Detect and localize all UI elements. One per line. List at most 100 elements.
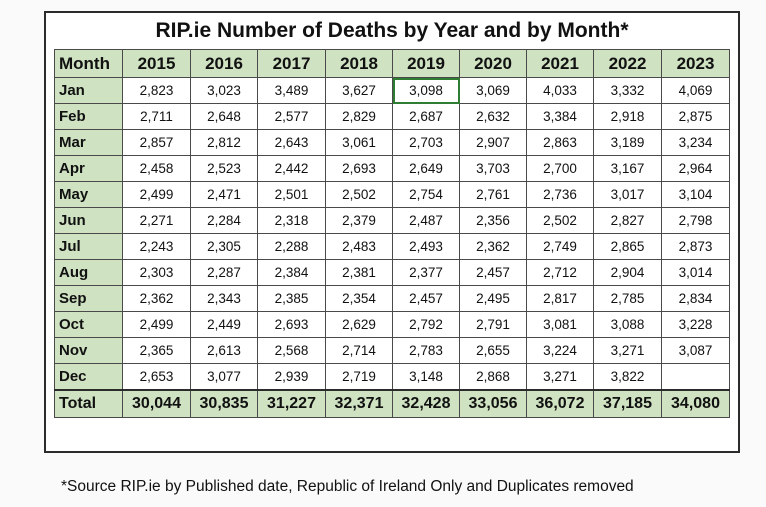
table-cell[interactable]: 2,523 xyxy=(190,155,258,182)
table-cell[interactable]: 2,271 xyxy=(122,207,191,234)
table-cell[interactable]: 2,939 xyxy=(257,363,326,391)
table-cell[interactable]: 3,069 xyxy=(459,77,527,104)
table-cell[interactable]: 2,711 xyxy=(122,103,191,130)
total-cell[interactable]: 32,371 xyxy=(325,389,393,418)
table-cell[interactable]: 2,783 xyxy=(392,337,460,364)
table-cell[interactable]: 4,069 xyxy=(661,77,730,104)
table-cell[interactable]: 2,499 xyxy=(122,181,191,208)
table-cell[interactable] xyxy=(661,363,730,391)
table-cell[interactable]: 3,077 xyxy=(190,363,258,391)
table-cell[interactable]: 3,023 xyxy=(190,77,258,104)
table-cell[interactable]: 2,305 xyxy=(190,233,258,260)
table-cell[interactable]: 2,287 xyxy=(190,259,258,286)
table-cell[interactable]: 2,449 xyxy=(190,311,258,338)
table-cell[interactable]: 3,167 xyxy=(593,155,662,182)
table-cell[interactable]: 3,088 xyxy=(593,311,662,338)
table-cell[interactable]: 2,318 xyxy=(257,207,326,234)
table-cell[interactable]: 2,875 xyxy=(661,103,730,130)
table-cell[interactable]: 2,381 xyxy=(325,259,393,286)
table-cell[interactable]: 2,356 xyxy=(459,207,527,234)
total-cell[interactable]: 37,185 xyxy=(593,389,662,418)
table-cell[interactable]: 2,495 xyxy=(459,285,527,312)
total-cell[interactable]: 34,080 xyxy=(661,389,730,418)
table-cell[interactable]: 3,627 xyxy=(325,77,393,104)
table-cell[interactable]: 2,868 xyxy=(459,363,527,391)
total-cell[interactable]: 36,072 xyxy=(526,389,594,418)
table-cell[interactable]: 2,712 xyxy=(526,259,594,286)
table-cell[interactable]: 2,700 xyxy=(526,155,594,182)
table-cell[interactable]: 3,061 xyxy=(325,129,393,156)
total-cell[interactable]: 30,835 xyxy=(190,389,258,418)
table-cell[interactable]: 2,362 xyxy=(122,285,191,312)
table-cell[interactable]: 2,687 xyxy=(392,103,460,130)
table-cell[interactable]: 2,384 xyxy=(257,259,326,286)
table-cell[interactable]: 3,224 xyxy=(526,337,594,364)
table-cell[interactable]: 2,873 xyxy=(661,233,730,260)
table-cell[interactable]: 3,148 xyxy=(392,363,460,391)
table-cell[interactable]: 3,228 xyxy=(661,311,730,338)
table-cell[interactable]: 2,502 xyxy=(526,207,594,234)
table-cell[interactable]: 2,907 xyxy=(459,129,527,156)
table-cell[interactable]: 2,499 xyxy=(122,311,191,338)
table-cell[interactable]: 2,632 xyxy=(459,103,527,130)
table-cell[interactable]: 3,087 xyxy=(661,337,730,364)
table-cell[interactable]: 3,271 xyxy=(526,363,594,391)
table-cell[interactable]: 2,823 xyxy=(122,77,191,104)
table-cell[interactable]: 2,365 xyxy=(122,337,191,364)
table-cell[interactable]: 2,385 xyxy=(257,285,326,312)
table-cell[interactable]: 2,613 xyxy=(190,337,258,364)
table-cell[interactable]: 2,857 xyxy=(122,129,191,156)
table-cell[interactable]: 2,812 xyxy=(190,129,258,156)
table-cell[interactable]: 2,442 xyxy=(257,155,326,182)
table-cell[interactable]: 2,834 xyxy=(661,285,730,312)
table-cell[interactable]: 3,822 xyxy=(593,363,662,391)
table-cell[interactable]: 2,288 xyxy=(257,233,326,260)
table-cell[interactable]: 2,362 xyxy=(459,233,527,260)
table-cell[interactable]: 2,749 xyxy=(526,233,594,260)
table-cell[interactable]: 2,649 xyxy=(392,155,460,182)
table-cell[interactable]: 2,377 xyxy=(392,259,460,286)
table-cell[interactable]: 2,284 xyxy=(190,207,258,234)
table-cell[interactable]: 2,501 xyxy=(257,181,326,208)
total-cell[interactable]: 32,428 xyxy=(392,389,460,418)
table-cell[interactable]: 2,792 xyxy=(392,311,460,338)
table-cell[interactable]: 2,379 xyxy=(325,207,393,234)
table-cell[interactable]: 2,471 xyxy=(190,181,258,208)
table-cell[interactable]: 2,693 xyxy=(257,311,326,338)
table-cell[interactable]: 2,568 xyxy=(257,337,326,364)
table-cell[interactable]: 3,189 xyxy=(593,129,662,156)
table-cell[interactable]: 3,014 xyxy=(661,259,730,286)
table-cell[interactable]: 2,719 xyxy=(325,363,393,391)
table-cell[interactable]: 3,384 xyxy=(526,103,594,130)
table-cell[interactable]: 2,829 xyxy=(325,103,393,130)
table-cell[interactable]: 2,354 xyxy=(325,285,393,312)
table-cell[interactable]: 2,502 xyxy=(325,181,393,208)
table-cell[interactable]: 2,629 xyxy=(325,311,393,338)
table-cell[interactable]: 2,918 xyxy=(593,103,662,130)
total-cell[interactable]: 33,056 xyxy=(459,389,527,418)
table-cell[interactable]: 3,104 xyxy=(661,181,730,208)
table-cell[interactable]: 2,653 xyxy=(122,363,191,391)
table-cell[interactable]: 2,303 xyxy=(122,259,191,286)
table-cell[interactable]: 3,703 xyxy=(459,155,527,182)
table-cell[interactable]: 2,827 xyxy=(593,207,662,234)
table-cell[interactable]: 2,754 xyxy=(392,181,460,208)
table-cell[interactable]: 2,483 xyxy=(325,233,393,260)
table-cell[interactable]: 2,964 xyxy=(661,155,730,182)
table-cell[interactable]: 2,817 xyxy=(526,285,594,312)
table-cell[interactable]: 2,487 xyxy=(392,207,460,234)
table-cell[interactable]: 3,081 xyxy=(526,311,594,338)
table-cell[interactable]: 2,655 xyxy=(459,337,527,364)
table-cell[interactable]: 2,577 xyxy=(257,103,326,130)
table-cell[interactable]: 2,736 xyxy=(526,181,594,208)
table-cell[interactable]: 3,017 xyxy=(593,181,662,208)
table-cell[interactable]: 2,243 xyxy=(122,233,191,260)
table-cell[interactable]: 3,271 xyxy=(593,337,662,364)
table-cell[interactable]: 2,693 xyxy=(325,155,393,182)
total-cell[interactable]: 30,044 xyxy=(122,389,191,418)
table-cell[interactable]: 2,458 xyxy=(122,155,191,182)
table-cell[interactable]: 2,643 xyxy=(257,129,326,156)
table-cell[interactable]: 2,791 xyxy=(459,311,527,338)
table-cell[interactable]: 2,761 xyxy=(459,181,527,208)
table-cell[interactable]: 3,489 xyxy=(257,77,326,104)
